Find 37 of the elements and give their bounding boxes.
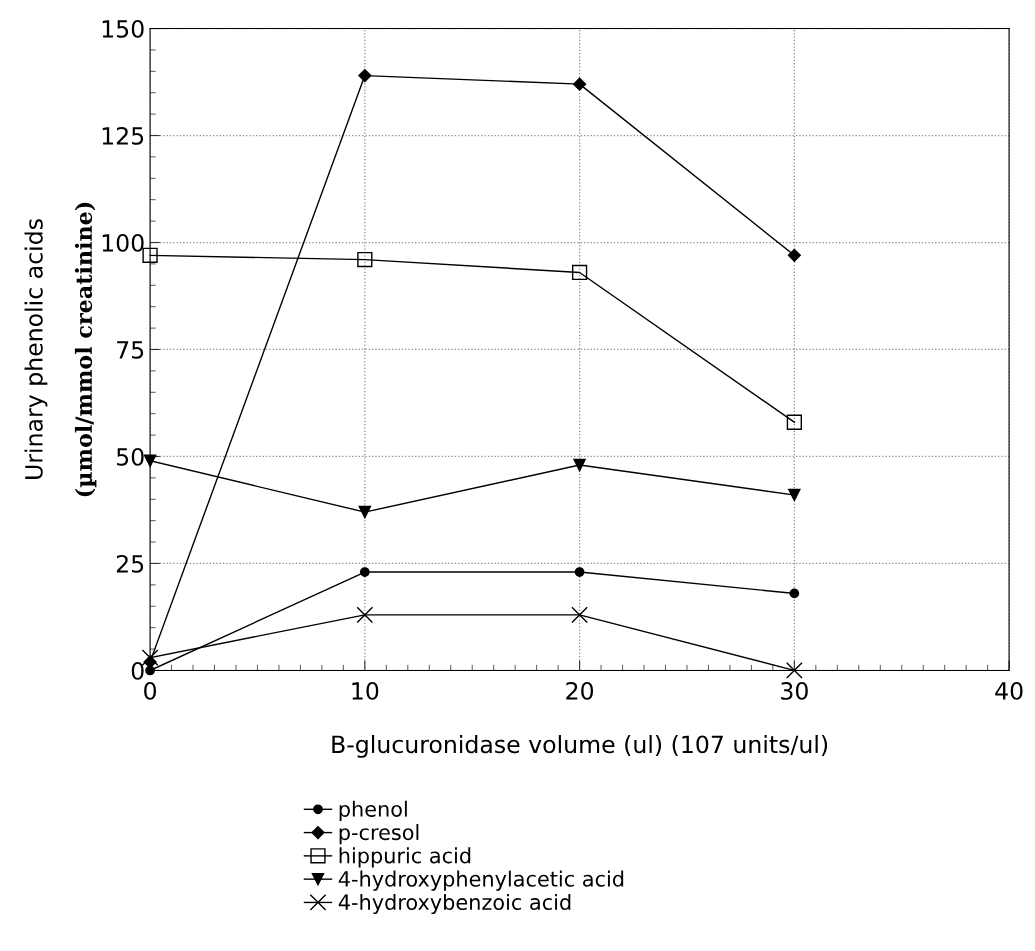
point xyxy=(357,251,373,268)
legend-label: p-cresol xyxy=(339,824,419,845)
y-axis-title: Urinary phenolic acids (µmol/mmol creatinine) xyxy=(24,202,97,497)
point xyxy=(359,567,370,577)
point xyxy=(571,606,588,624)
point xyxy=(145,665,155,676)
point xyxy=(574,567,585,577)
point xyxy=(786,662,803,679)
legend-label: phenol xyxy=(339,800,407,821)
y-tick-label: 100 xyxy=(102,233,144,252)
point xyxy=(358,505,372,519)
point xyxy=(356,606,374,624)
y-tick-label: 150 xyxy=(102,19,144,38)
point xyxy=(573,77,587,91)
y-tick-label: 75 xyxy=(117,341,144,359)
point xyxy=(786,414,803,430)
x-tick-label: 20 xyxy=(566,681,594,700)
y-tick-label: 50 xyxy=(116,447,144,466)
y-tick-label: 125 xyxy=(102,126,144,145)
legend-label: 4-hydroxybenzoic acid xyxy=(338,893,571,915)
y-tick-label: 0 xyxy=(131,661,144,680)
point xyxy=(143,454,157,468)
x-tick-label: 30 xyxy=(781,681,808,700)
x-tick-label: 0 xyxy=(144,681,157,700)
point xyxy=(571,264,588,281)
legend-label: 4-hydroxyphenylacetic acid xyxy=(338,870,624,891)
point xyxy=(787,248,801,262)
legend-label: hippuric acid xyxy=(339,847,471,868)
x-tick-label: 10 xyxy=(352,681,379,700)
point xyxy=(573,458,586,472)
x-axis-title: B-glucuronidase volume (ul) (107 units/ul) xyxy=(332,734,828,758)
x-tick-label: 40 xyxy=(995,681,1023,700)
point xyxy=(358,69,372,83)
point xyxy=(788,488,801,502)
y-tick-label: 25 xyxy=(116,554,144,573)
point xyxy=(789,588,800,599)
point xyxy=(142,247,158,263)
